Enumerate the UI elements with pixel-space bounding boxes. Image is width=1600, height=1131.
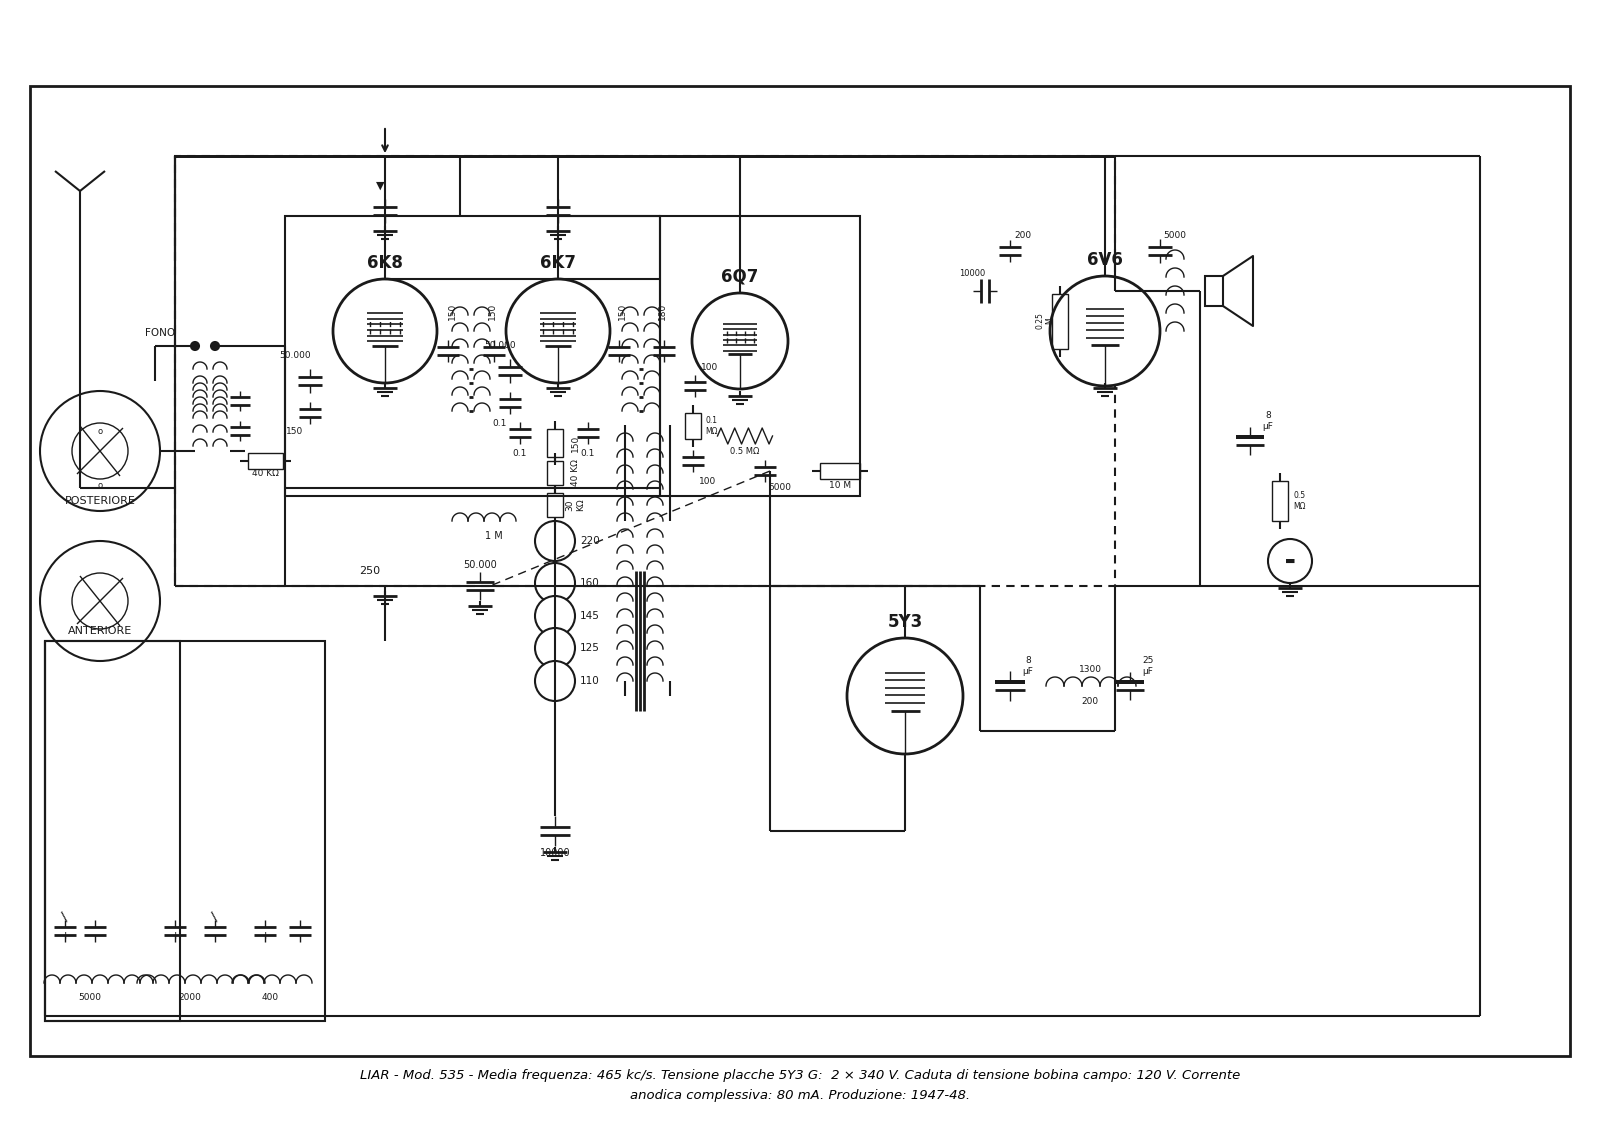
Bar <box>1205 276 1222 307</box>
Bar <box>685 413 701 439</box>
Text: FONO: FONO <box>146 328 174 338</box>
Bar <box>1272 481 1288 521</box>
Text: 6K8: 6K8 <box>366 254 403 271</box>
Text: 200: 200 <box>1014 232 1032 241</box>
Text: 40 KΩ: 40 KΩ <box>251 469 278 478</box>
Circle shape <box>72 573 128 629</box>
Text: 0.1: 0.1 <box>514 449 526 458</box>
Text: 125: 125 <box>581 644 600 653</box>
Circle shape <box>691 293 787 389</box>
Text: 150: 150 <box>488 302 496 320</box>
Bar <box>661 216 861 497</box>
Text: 5000: 5000 <box>768 483 792 492</box>
Text: 0.5 MΩ: 0.5 MΩ <box>730 447 760 456</box>
Text: 0.25
M: 0.25 M <box>1035 312 1054 329</box>
Bar <box>174 156 1115 586</box>
Text: 250: 250 <box>360 566 381 576</box>
Circle shape <box>534 628 574 668</box>
Text: 10000: 10000 <box>539 848 570 858</box>
Text: 5Y3: 5Y3 <box>888 613 923 631</box>
Circle shape <box>40 541 160 661</box>
Text: 150: 150 <box>618 302 627 320</box>
Text: 5000: 5000 <box>78 993 101 1002</box>
Text: LIAR - Mod. 535 - Media frequenza: 465 kc/s. Tensione placche 5Y3 G:  2 × 340 V.: LIAR - Mod. 535 - Media frequenza: 465 k… <box>360 1070 1240 1082</box>
Text: 150: 150 <box>448 302 456 320</box>
Text: 8
μF: 8 μF <box>1022 656 1034 675</box>
Text: 25
μF: 25 μF <box>1142 656 1154 675</box>
Text: 400: 400 <box>261 993 278 1002</box>
Text: +: + <box>170 931 179 941</box>
Circle shape <box>534 661 574 701</box>
Bar <box>248 454 283 469</box>
Text: 0.1
MΩ: 0.1 MΩ <box>706 416 718 435</box>
Text: 180: 180 <box>658 302 667 320</box>
Circle shape <box>40 391 160 511</box>
Bar <box>45 641 179 1021</box>
Text: 50.000: 50.000 <box>485 342 515 351</box>
Bar <box>1053 294 1069 348</box>
Circle shape <box>534 521 574 561</box>
Text: anodica complessiva: 80 mA. Produzione: 1947-48.: anodica complessiva: 80 mA. Produzione: … <box>630 1089 970 1103</box>
Text: 6Q7: 6Q7 <box>722 268 758 286</box>
Text: +: + <box>261 931 270 941</box>
Bar <box>995 680 1026 684</box>
Text: o: o <box>98 426 102 435</box>
Text: 6K7: 6K7 <box>541 254 576 271</box>
Circle shape <box>72 423 128 480</box>
Text: 220: 220 <box>581 536 600 546</box>
Text: 200: 200 <box>1082 697 1099 706</box>
Text: 0.1: 0.1 <box>493 418 507 428</box>
Circle shape <box>190 342 198 349</box>
Text: 0.5
MΩ: 0.5 MΩ <box>1294 491 1306 511</box>
Bar <box>547 461 563 485</box>
Text: POSTERIORE: POSTERIORE <box>64 497 136 506</box>
Circle shape <box>333 279 437 383</box>
Bar <box>1235 435 1264 439</box>
Circle shape <box>1050 276 1160 386</box>
Text: ▼: ▼ <box>376 181 384 191</box>
Text: /: / <box>208 909 221 923</box>
Text: 8
μF: 8 μF <box>1262 412 1274 431</box>
Bar <box>45 641 325 1021</box>
Bar <box>819 463 861 480</box>
Text: 10 M: 10 M <box>829 482 851 491</box>
Text: 100: 100 <box>701 363 718 372</box>
Text: 160: 160 <box>581 578 600 588</box>
Bar <box>547 429 563 457</box>
Text: 6V6: 6V6 <box>1086 251 1123 269</box>
Circle shape <box>534 563 574 603</box>
Circle shape <box>211 342 219 349</box>
Circle shape <box>1267 539 1312 582</box>
Text: 150: 150 <box>286 426 304 435</box>
Bar <box>547 493 563 517</box>
Text: 50.000: 50.000 <box>462 560 498 570</box>
Text: ▬: ▬ <box>1285 556 1296 566</box>
Bar <box>285 216 661 497</box>
Text: o: o <box>98 482 102 491</box>
Text: 1300: 1300 <box>1078 665 1101 673</box>
Bar <box>30 86 1570 1056</box>
Text: +: + <box>61 931 70 941</box>
Bar <box>1117 680 1144 684</box>
Circle shape <box>534 596 574 636</box>
Circle shape <box>846 638 963 754</box>
Text: ANTERIORE: ANTERIORE <box>67 625 133 636</box>
Text: 0.1: 0.1 <box>581 449 595 458</box>
Text: /: / <box>59 909 72 923</box>
Text: 145: 145 <box>581 611 600 621</box>
Text: 50.000: 50.000 <box>278 352 310 361</box>
Text: 110: 110 <box>581 676 600 687</box>
Text: 150: 150 <box>571 434 579 451</box>
Text: 40 KΩ: 40 KΩ <box>571 459 579 486</box>
Circle shape <box>506 279 610 383</box>
Text: 100: 100 <box>699 476 717 485</box>
Text: 2000: 2000 <box>179 993 202 1002</box>
Text: 10000: 10000 <box>958 268 986 277</box>
Text: 5000: 5000 <box>1163 232 1187 241</box>
Text: 30
KΩ: 30 KΩ <box>565 499 584 511</box>
Text: 1 M: 1 M <box>485 530 502 541</box>
